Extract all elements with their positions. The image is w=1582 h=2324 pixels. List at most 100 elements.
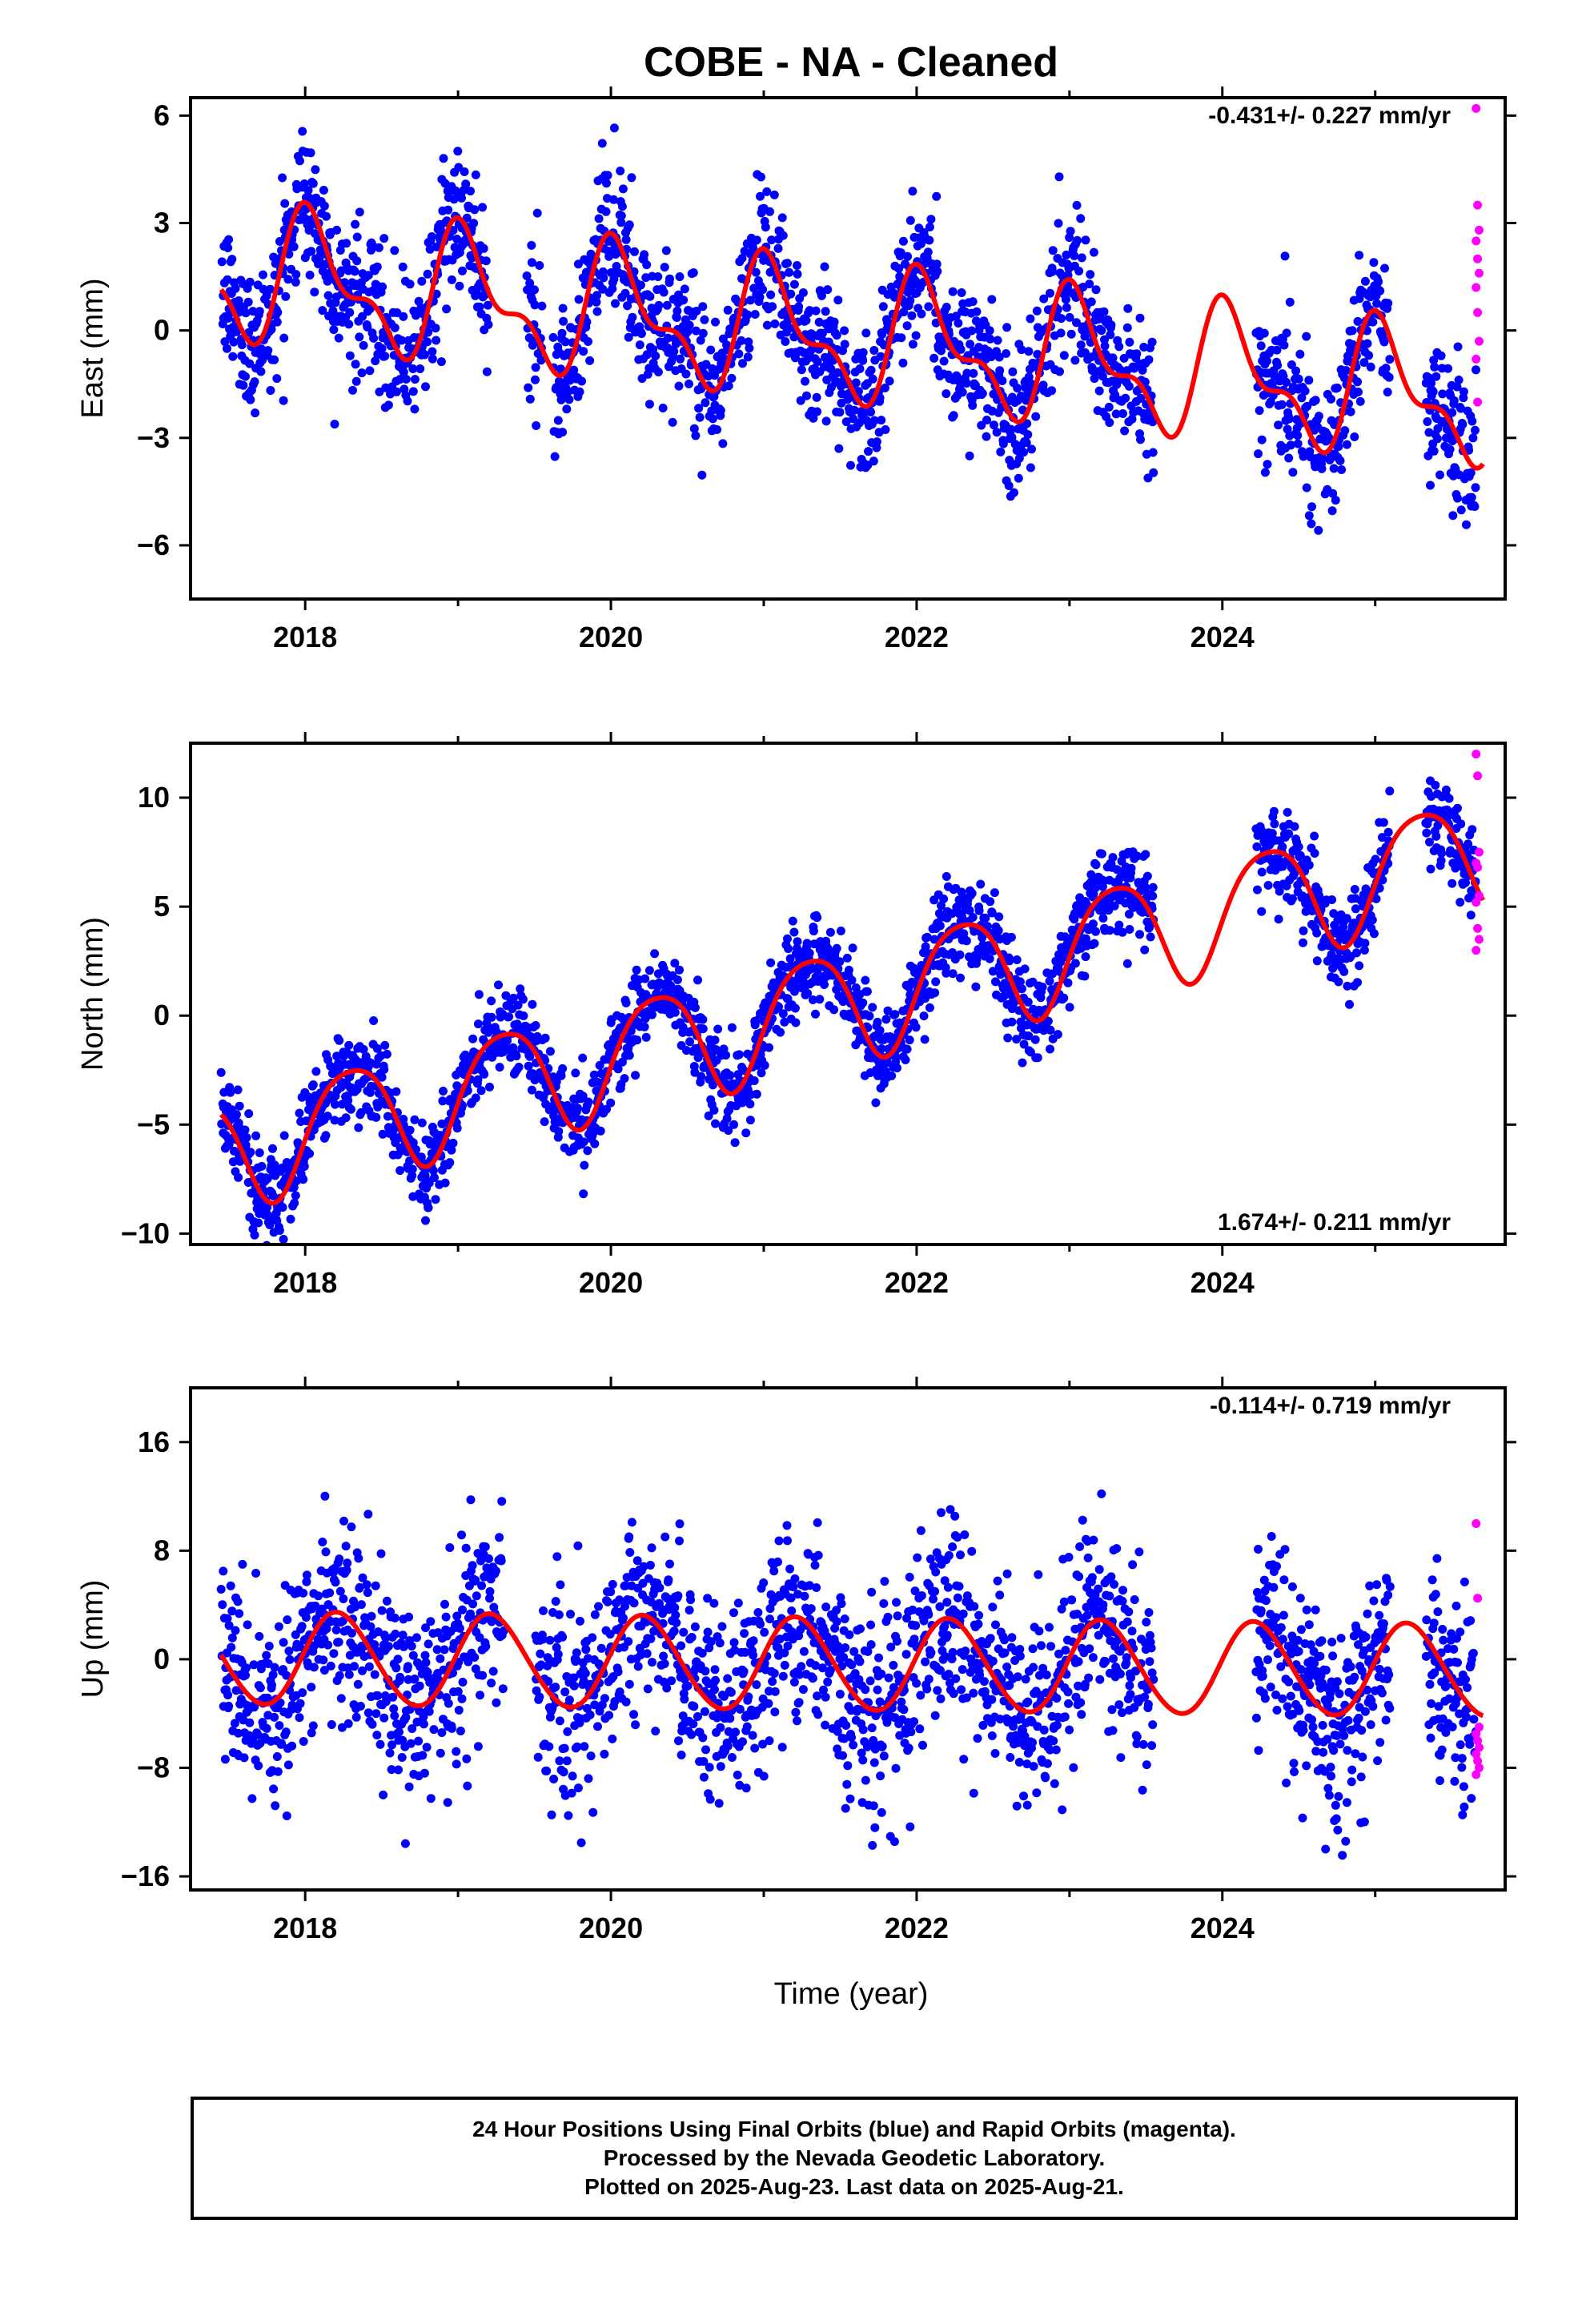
data-point — [1019, 448, 1028, 457]
data-point — [752, 235, 761, 245]
data-point — [379, 1713, 389, 1723]
data-point — [1381, 364, 1391, 373]
data-point — [665, 274, 674, 283]
data-point — [769, 190, 779, 199]
data-point — [1091, 860, 1101, 870]
data-point — [823, 285, 833, 295]
data-point — [1295, 349, 1305, 359]
data-point — [805, 306, 814, 316]
data-point — [351, 219, 360, 229]
data-point — [920, 1035, 930, 1044]
data-point — [319, 186, 328, 195]
data-point — [308, 179, 318, 188]
data-point — [283, 1760, 293, 1770]
data-point — [583, 1146, 592, 1156]
data-point — [291, 277, 300, 287]
data-point — [998, 376, 1007, 385]
data-point — [821, 307, 830, 316]
data-point — [298, 127, 307, 136]
data-point — [768, 302, 777, 312]
data-point — [387, 1765, 396, 1775]
data-point — [239, 380, 248, 390]
data-point — [947, 909, 957, 919]
data-point — [1118, 927, 1127, 937]
data-point — [516, 984, 525, 994]
data-point — [1374, 277, 1383, 287]
data-point — [592, 291, 601, 300]
data-point — [426, 1617, 436, 1626]
data-point — [642, 260, 652, 270]
data-point — [1272, 345, 1282, 355]
data-point — [302, 1570, 311, 1580]
data-point — [453, 147, 463, 156]
data-point — [1072, 200, 1082, 210]
rapid-orbit-points — [1472, 750, 1484, 955]
data-point — [263, 1203, 272, 1212]
data-point — [743, 310, 753, 320]
data-point — [972, 307, 982, 316]
rapid-point — [1475, 891, 1484, 900]
data-point — [391, 387, 401, 396]
data-point — [1026, 314, 1035, 324]
data-point — [757, 172, 765, 182]
data-point — [789, 927, 799, 937]
data-point — [564, 1811, 573, 1820]
data-point — [560, 1687, 570, 1697]
data-point — [358, 1666, 367, 1675]
data-point — [977, 420, 986, 430]
data-point — [620, 288, 630, 298]
data-point — [745, 1116, 755, 1125]
data-point — [284, 1647, 294, 1656]
data-point — [1447, 408, 1457, 417]
data-point — [1070, 251, 1079, 260]
data-point — [751, 267, 761, 277]
data-point — [426, 1794, 436, 1803]
data-point — [948, 948, 958, 957]
data-point — [283, 1615, 292, 1625]
data-point — [642, 350, 652, 360]
data-point — [865, 1011, 874, 1021]
data-point — [251, 1131, 261, 1140]
data-point — [429, 1725, 439, 1735]
data-point — [1081, 235, 1090, 245]
data-point — [497, 1497, 507, 1506]
data-point — [410, 1115, 420, 1124]
data-point — [1285, 297, 1295, 307]
data-point — [1433, 424, 1443, 433]
data-point — [350, 267, 359, 276]
data-point — [713, 1024, 723, 1034]
data-point — [1280, 251, 1290, 261]
data-point — [624, 332, 633, 342]
data-point — [901, 1055, 910, 1064]
data-point — [695, 412, 705, 422]
data-point — [654, 300, 664, 310]
data-point — [1148, 448, 1158, 457]
data-point — [355, 1702, 365, 1711]
data-point — [706, 345, 716, 355]
data-point — [431, 1195, 440, 1204]
data-point — [1132, 349, 1142, 359]
data-point — [291, 1630, 300, 1639]
data-point — [397, 1753, 407, 1762]
data-point — [369, 1016, 379, 1025]
data-point — [689, 424, 699, 433]
data-point — [551, 1683, 560, 1692]
data-point — [238, 1559, 247, 1569]
data-point — [1123, 304, 1133, 313]
data-point — [476, 1086, 486, 1096]
data-point — [1304, 860, 1314, 870]
data-point — [483, 300, 492, 310]
data-point — [762, 320, 772, 330]
data-point — [892, 1052, 901, 1062]
data-point — [1080, 971, 1090, 981]
data-point — [921, 942, 930, 951]
rapid-point — [1472, 750, 1481, 759]
data-point — [1086, 270, 1095, 279]
data-point — [902, 321, 912, 331]
data-point — [558, 1632, 568, 1642]
data-point — [396, 375, 405, 384]
data-point — [745, 1100, 755, 1109]
data-point — [1263, 356, 1271, 366]
data-point — [604, 251, 614, 261]
data-point — [797, 365, 806, 375]
